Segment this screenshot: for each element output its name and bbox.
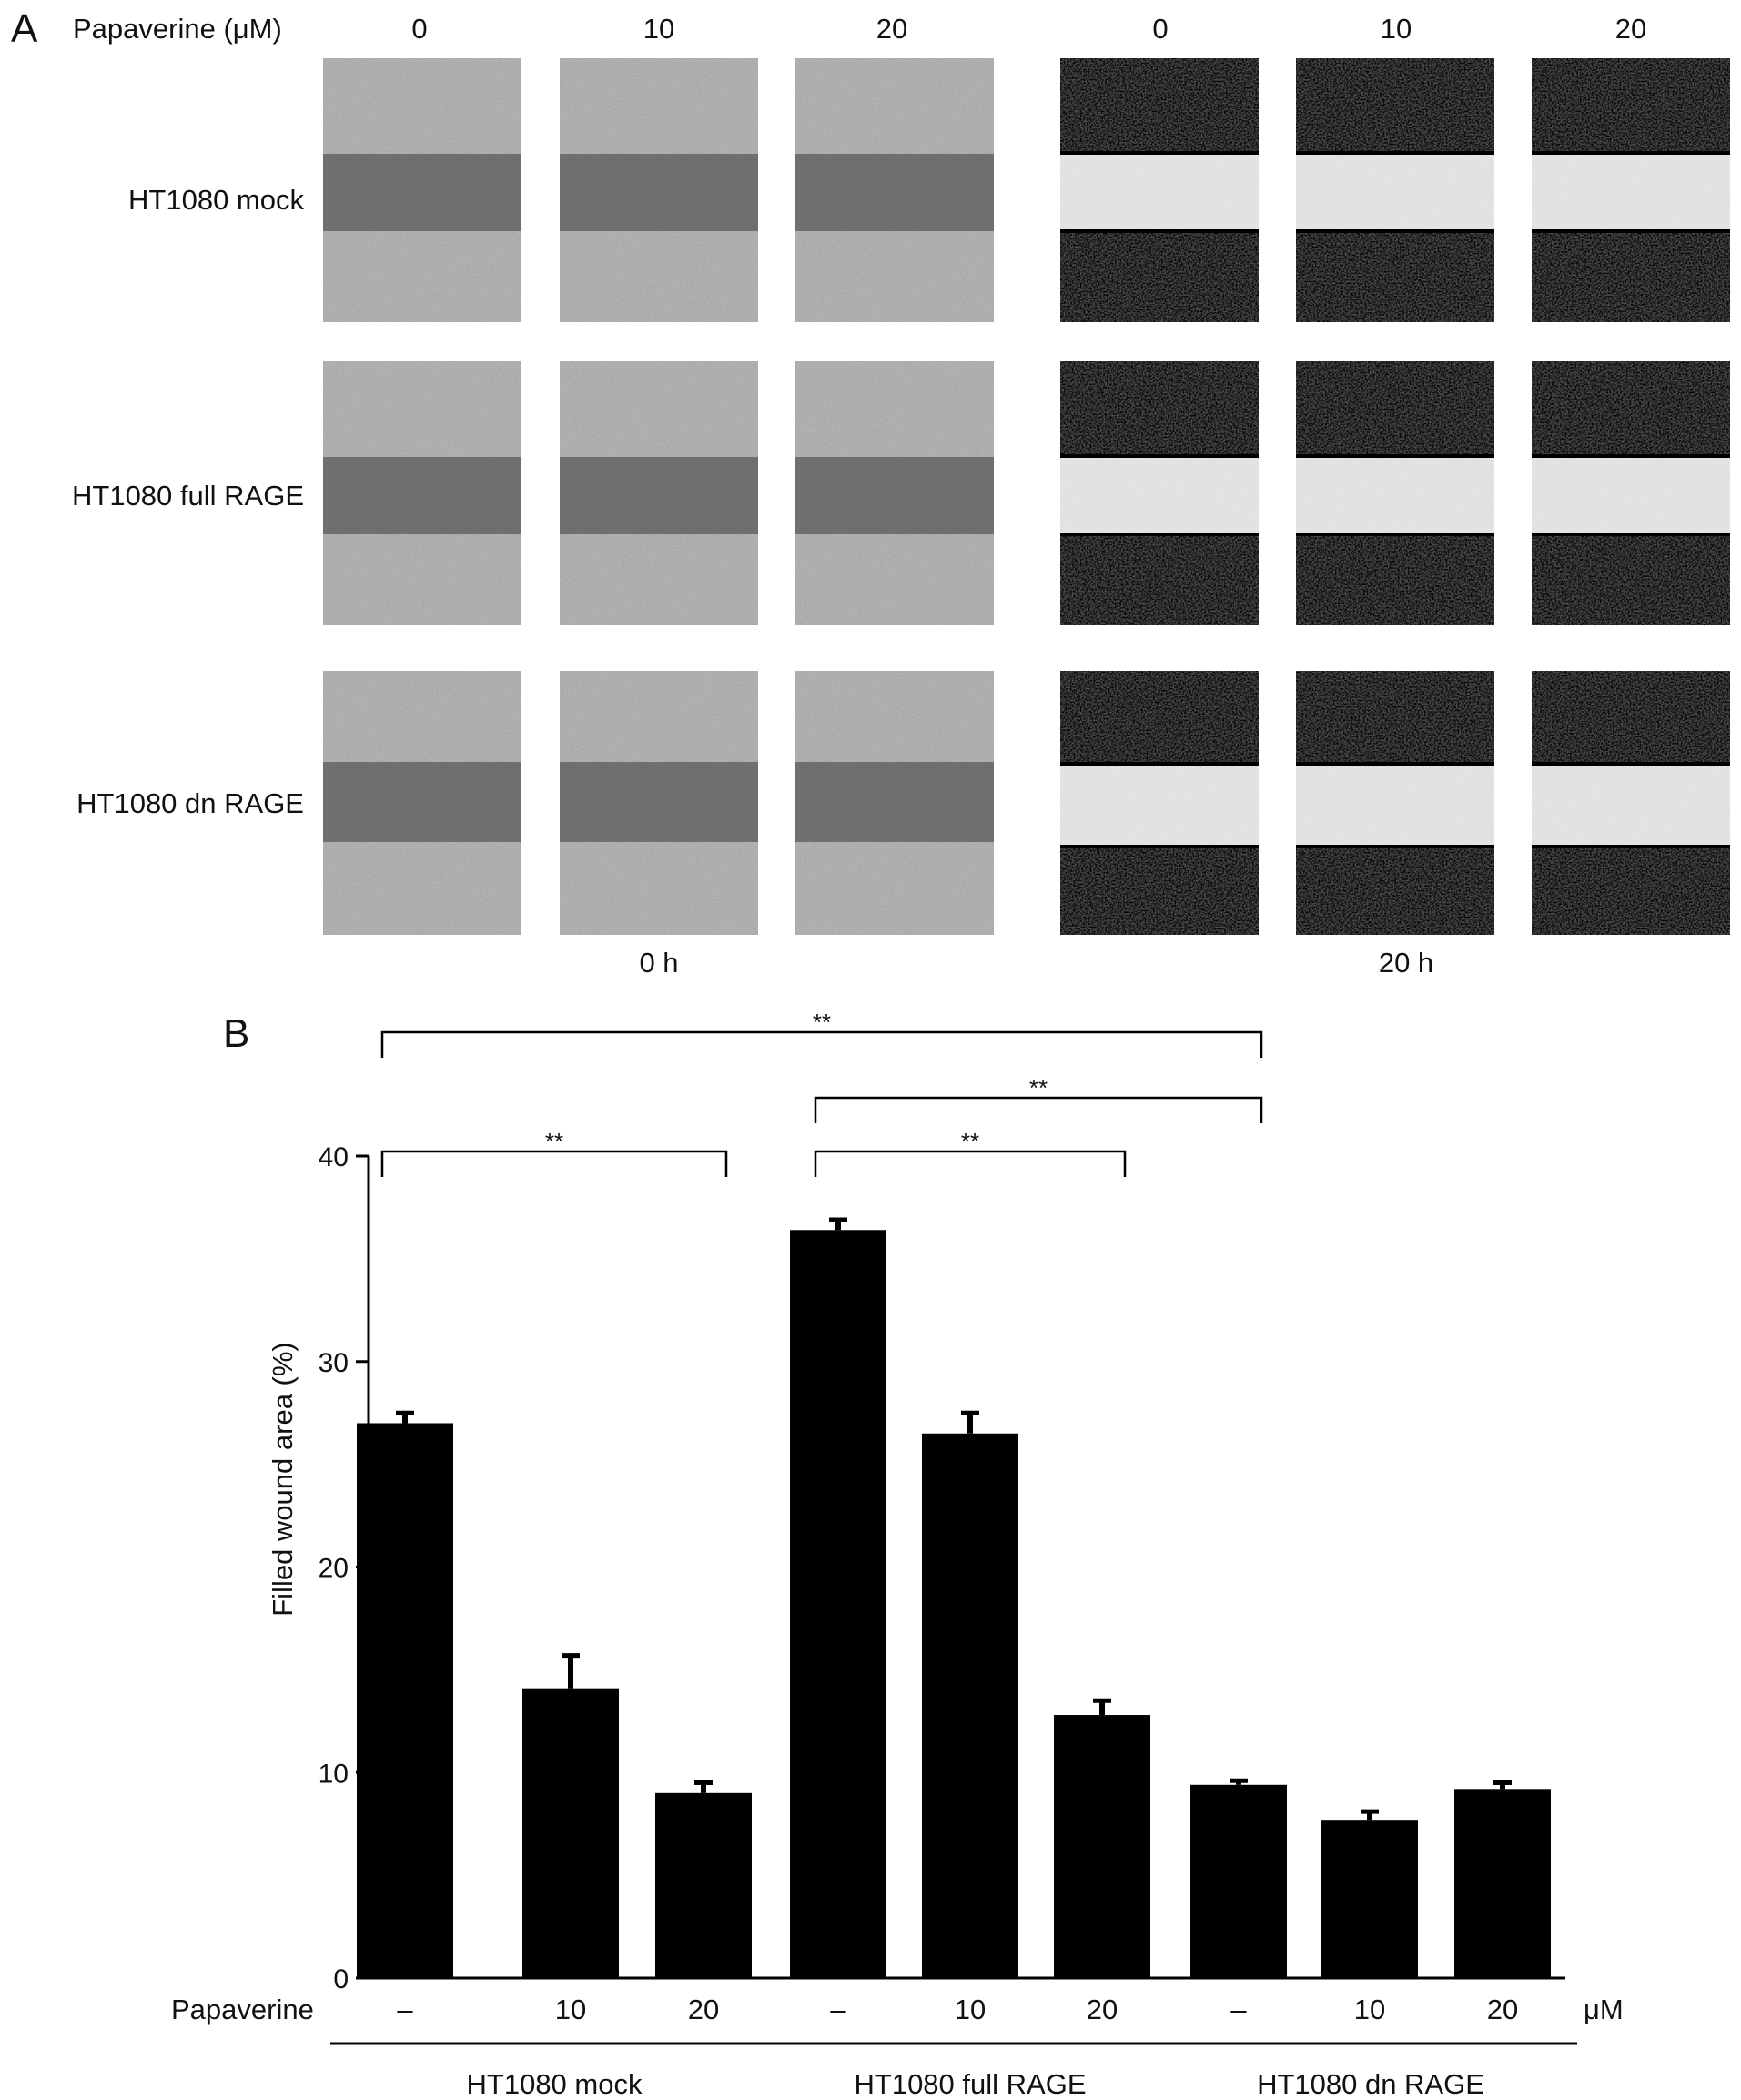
- category-label: –: [830, 1993, 846, 2025]
- group-label: HT1080 mock: [467, 2068, 643, 2100]
- panel-b: B Filled wound area (%) 0 10 20 30 40 – 10 20 – 1…: [171, 1009, 1624, 2100]
- unit-label: μM: [1584, 1993, 1624, 2025]
- category-label: 20: [688, 1993, 719, 2025]
- panel-b-label: B: [223, 1011, 249, 1056]
- bar: [922, 1433, 1018, 1978]
- row-label-full-rage: HT1080 full RAGE: [72, 480, 304, 512]
- timepoint-label-0h: 0 h: [639, 947, 678, 979]
- row-label-mock: HT1080 mock: [128, 184, 304, 216]
- bar: [1054, 1715, 1150, 1978]
- y-tick-label: 40: [319, 1142, 349, 1172]
- significance-bracket: [814, 1150, 1127, 1177]
- category-label: 20: [1087, 1993, 1118, 2025]
- micrograph: [1532, 361, 1730, 625]
- category-label: –: [1230, 1993, 1247, 2025]
- category-label: 20: [1487, 1993, 1518, 2025]
- category-label: 10: [555, 1993, 586, 2025]
- group-label: HT1080 full RAGE: [855, 2068, 1087, 2100]
- group-label: HT1080 dn RAGE: [1257, 2068, 1484, 2100]
- panel-a: A Papaverine (μM) 0 10 20 0 10 20 HT1080…: [11, 6, 1730, 979]
- micrograph: [323, 58, 521, 322]
- micrograph: [795, 671, 994, 935]
- column-label: 20: [876, 13, 907, 45]
- category-label: 10: [955, 1993, 986, 2025]
- micrograph: [323, 361, 521, 625]
- micrograph: [1060, 58, 1259, 322]
- bar: [357, 1423, 453, 1978]
- column-label: 10: [1381, 13, 1412, 45]
- micrograph: [1296, 58, 1494, 322]
- micrograph: [560, 58, 758, 322]
- micrograph: [1532, 58, 1730, 322]
- micrograph-grid: [323, 58, 1730, 935]
- bar: [1190, 1784, 1287, 1978]
- bar: [655, 1792, 752, 1978]
- y-tick-label: 10: [319, 1759, 349, 1789]
- row-label-dn-rage: HT1080 dn RAGE: [76, 787, 304, 819]
- column-label: 10: [643, 13, 674, 45]
- micrograph: [1296, 361, 1494, 625]
- panel-a-label: A: [11, 6, 38, 51]
- micrograph: [560, 361, 758, 625]
- treatment-row-label: Papaverine: [171, 1993, 314, 2025]
- micrograph: [795, 361, 994, 625]
- micrograph: [795, 58, 994, 322]
- bar: [1321, 1820, 1418, 1978]
- bar: [1454, 1789, 1551, 1978]
- micrograph: [560, 671, 758, 935]
- micrograph: [1532, 671, 1730, 935]
- y-tick-label: 20: [319, 1554, 349, 1584]
- micrograph: [1296, 671, 1494, 935]
- significance-bracket: [380, 1030, 1263, 1058]
- column-label: 0: [1152, 13, 1168, 45]
- micrograph: [323, 671, 521, 935]
- treatment-label: Papaverine (μM): [73, 13, 282, 45]
- y-tick-label: 30: [319, 1348, 349, 1378]
- significance-bracket: [814, 1096, 1263, 1123]
- significance-mark: **: [961, 1128, 979, 1155]
- micrograph: [1060, 361, 1259, 625]
- significance-mark: **: [545, 1128, 563, 1155]
- micrograph: [1060, 671, 1259, 935]
- y-axis-label: Filled wound area (%): [267, 1342, 299, 1617]
- bar-chart: 0 10 20 30 40 – 10 20 – 10 20 – 10 20 HT1080 mock HT108…: [319, 1009, 1577, 2100]
- timepoint-label-20h: 20 h: [1379, 947, 1433, 979]
- column-label: 20: [1615, 13, 1646, 45]
- bar: [790, 1230, 886, 1978]
- significance-bracket: [380, 1150, 728, 1177]
- category-label: 10: [1354, 1993, 1385, 2025]
- column-label: 0: [411, 13, 427, 45]
- significance-mark: **: [1029, 1074, 1048, 1101]
- category-label: –: [397, 1993, 413, 2025]
- bar: [522, 1688, 619, 1978]
- significance-mark: **: [813, 1009, 831, 1036]
- y-tick-label: 0: [333, 1964, 349, 1994]
